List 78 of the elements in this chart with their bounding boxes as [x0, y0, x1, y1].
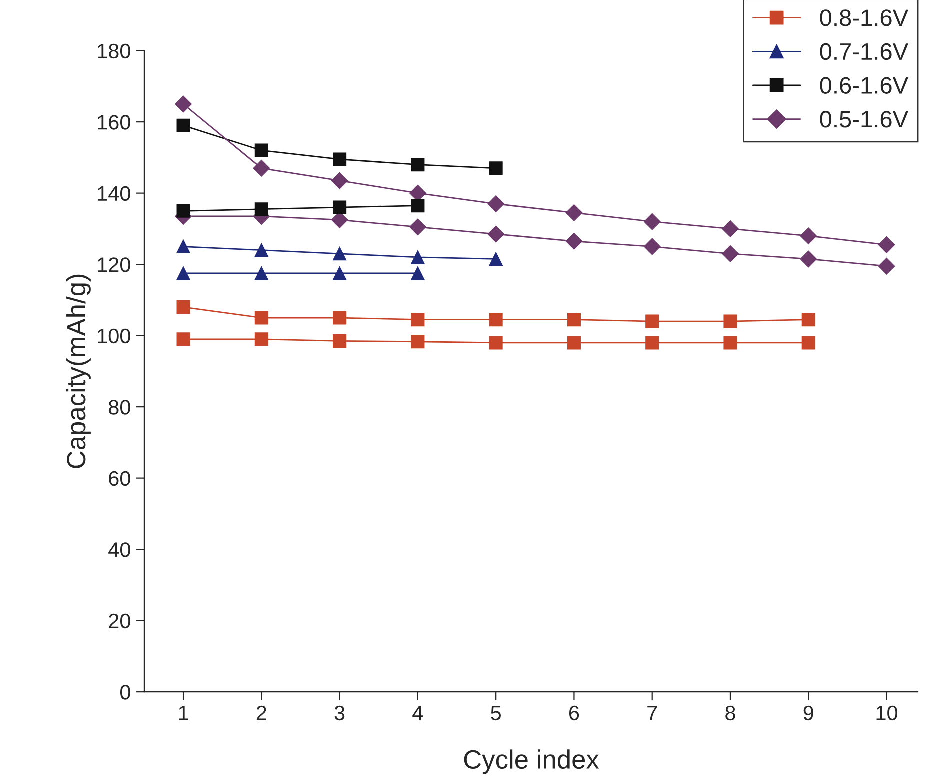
- point: [722, 246, 739, 262]
- y-tick-label: 20: [109, 614, 130, 629]
- point: [411, 313, 425, 327]
- point: [331, 172, 348, 190]
- point: [567, 313, 581, 327]
- point: [254, 332, 268, 346]
- x-tick-label: 6: [569, 706, 580, 721]
- point: [878, 236, 896, 254]
- y-tick-label: 0: [120, 685, 130, 700]
- legend-label: 0.5-1.6V: [820, 111, 908, 128]
- x-tick-label: 3: [334, 706, 345, 721]
- x-axis-title: Cycle index: [464, 750, 600, 774]
- point: [489, 162, 503, 176]
- x-tick-label: 9: [804, 706, 814, 721]
- point: [254, 266, 268, 280]
- y-tick-label: 160: [98, 115, 130, 130]
- x-tick-label: 10: [876, 706, 898, 721]
- point: [800, 228, 818, 244]
- point: [566, 204, 583, 222]
- point: [176, 266, 190, 280]
- point: [724, 314, 738, 328]
- point: [176, 300, 190, 314]
- point: [411, 266, 425, 280]
- x-tick-label: 1: [179, 706, 188, 720]
- point: [644, 213, 661, 230]
- point: [333, 266, 347, 280]
- y-tick-label: 100: [98, 328, 130, 344]
- point: [566, 233, 583, 250]
- point: [254, 311, 268, 325]
- point: [410, 218, 426, 236]
- point: [800, 250, 818, 268]
- point: [646, 314, 660, 328]
- y-tick-label: 140: [98, 186, 130, 202]
- point: [488, 196, 504, 212]
- point: [411, 335, 425, 349]
- point: [333, 311, 347, 325]
- point: [411, 158, 425, 172]
- point: [802, 336, 816, 350]
- x-tick-label: 8: [726, 706, 736, 721]
- point: [333, 152, 347, 166]
- point: [489, 252, 503, 266]
- x-tick-label: 4: [412, 706, 424, 720]
- point: [176, 118, 190, 132]
- point: [646, 336, 660, 350]
- point: [333, 247, 347, 261]
- point: [176, 204, 190, 218]
- legend-label: 0.6-1.6V: [820, 77, 908, 94]
- y-tick-label: 120: [98, 258, 130, 272]
- y-tick-label: 40: [108, 542, 130, 558]
- point: [489, 313, 503, 327]
- point: [333, 200, 347, 214]
- point: [253, 160, 270, 177]
- point: [254, 202, 268, 216]
- point: [411, 250, 425, 264]
- x-tick-label: 5: [491, 706, 501, 721]
- point: [878, 258, 896, 275]
- y-tick-label: 60: [109, 471, 130, 486]
- point: [489, 336, 503, 350]
- point: [333, 334, 347, 348]
- point: [254, 144, 268, 158]
- point: [488, 226, 504, 243]
- point: [722, 220, 739, 238]
- x-tick-label: 2: [256, 706, 266, 720]
- point: [176, 240, 190, 254]
- point: [411, 199, 425, 213]
- y-tick-label: 180: [98, 44, 130, 59]
- point: [175, 96, 192, 113]
- legend-label: 0.8-1.6V: [820, 10, 908, 26]
- legend-label: 0.7-1.6V: [820, 43, 908, 60]
- y-axis-title: Capacity(mAh/g): [66, 274, 91, 468]
- point: [176, 332, 190, 346]
- point: [724, 336, 738, 350]
- point: [802, 313, 816, 327]
- point: [567, 336, 581, 350]
- x-tick-label: 7: [648, 706, 658, 720]
- point: [254, 244, 268, 258]
- point: [644, 238, 661, 256]
- y-tick-label: 80: [109, 400, 130, 415]
